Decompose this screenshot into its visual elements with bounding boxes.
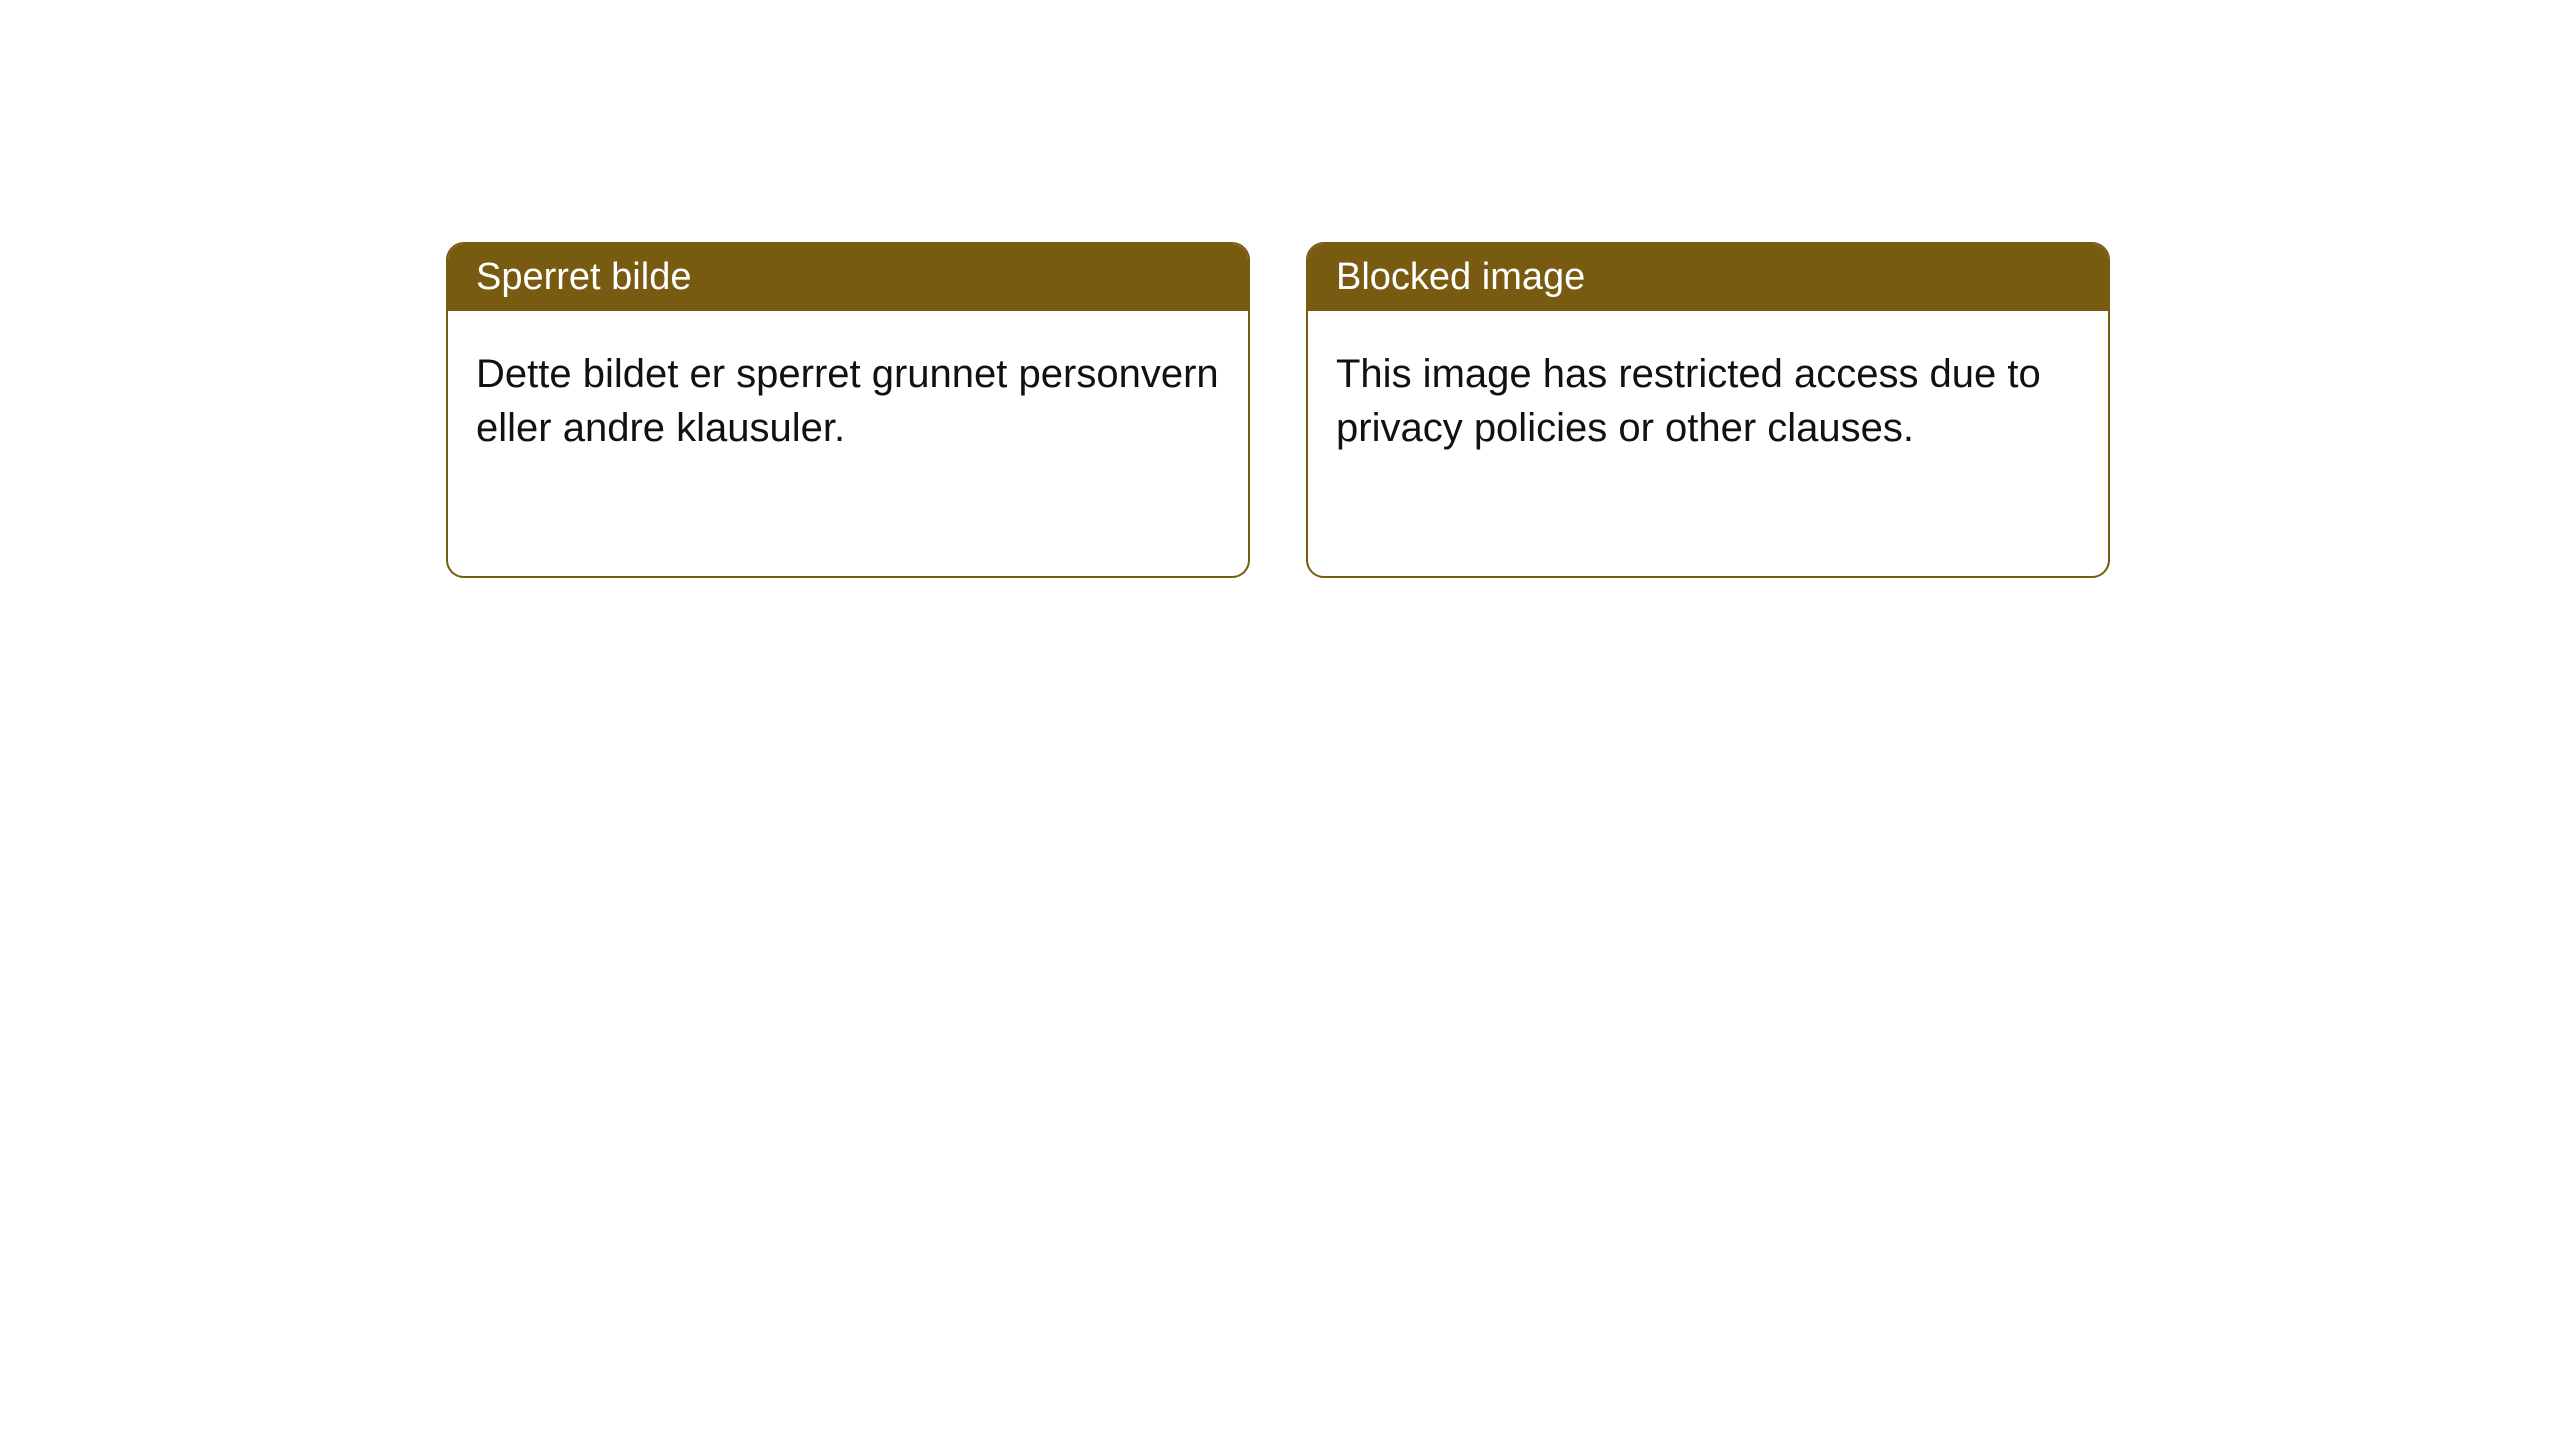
- card-body: Dette bildet er sperret grunnet personve…: [448, 311, 1248, 576]
- card-blocked-image-en: Blocked image This image has restricted …: [1306, 242, 2110, 578]
- card-body-text: Dette bildet er sperret grunnet personve…: [476, 352, 1219, 450]
- card-title: Blocked image: [1336, 256, 1585, 298]
- card-header: Sperret bilde: [448, 244, 1248, 311]
- card-body-text: This image has restricted access due to …: [1336, 352, 2041, 450]
- card-header: Blocked image: [1308, 244, 2108, 311]
- card-blocked-image-no: Sperret bilde Dette bildet er sperret gr…: [446, 242, 1250, 578]
- card-title: Sperret bilde: [476, 256, 691, 298]
- cards-container: Sperret bilde Dette bildet er sperret gr…: [446, 242, 2110, 578]
- card-body: This image has restricted access due to …: [1308, 311, 2108, 576]
